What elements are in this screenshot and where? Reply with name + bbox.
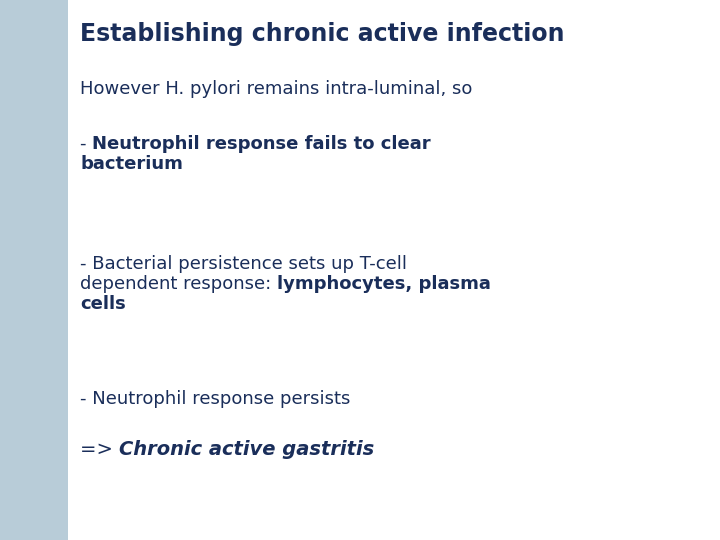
- Text: dependent response:: dependent response:: [80, 275, 277, 293]
- Text: Neutrophil response fails to clear: Neutrophil response fails to clear: [92, 135, 431, 153]
- Text: bacterium: bacterium: [80, 155, 183, 173]
- Text: -: -: [80, 135, 92, 153]
- Text: - Bacterial persistence sets up T-cell: - Bacterial persistence sets up T-cell: [80, 255, 407, 273]
- Bar: [0, 0, 68, 540]
- Text: - Neutrophil response persists: - Neutrophil response persists: [80, 390, 351, 408]
- Text: =>: =>: [80, 440, 119, 459]
- Text: Chronic active gastritis: Chronic active gastritis: [119, 440, 374, 459]
- Text: lymphocytes, plasma: lymphocytes, plasma: [277, 275, 491, 293]
- Text: However H. pylori remains intra-luminal, so: However H. pylori remains intra-luminal,…: [80, 80, 472, 98]
- Text: Establishing chronic active infection: Establishing chronic active infection: [80, 22, 564, 46]
- Text: cells: cells: [80, 295, 126, 313]
